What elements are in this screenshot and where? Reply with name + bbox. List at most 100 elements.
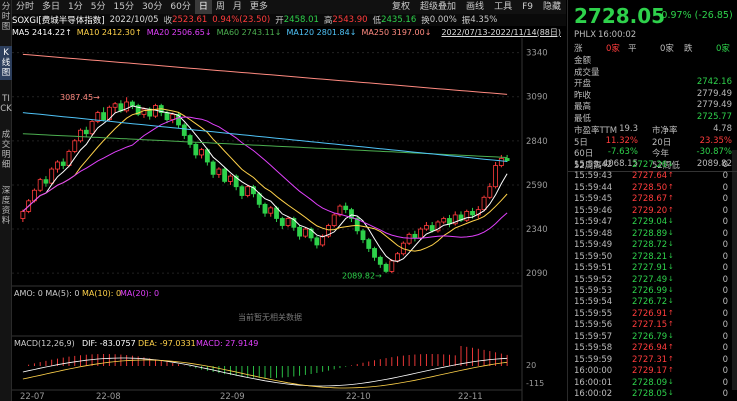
tool-button-4[interactable]: F9 [522,2,533,12]
period-tab-10[interactable]: 更多 [249,2,268,12]
tick-time: 15:59:45 [574,194,613,205]
ma5-line [22,105,508,263]
tick-direction-icon: ↑ [668,354,674,363]
candle-body [435,221,441,232]
period-tab-5[interactable]: 30分 [141,2,163,12]
ratio-row: 5日 11.32% 20日 23.35% [568,136,737,148]
tick-time: 15:59:54 [574,297,613,308]
open-label: 开 [275,16,284,26]
tick-price: 2728.09 [632,377,668,388]
candle-body [20,211,26,219]
rail-tab-0[interactable]: 分时图 [1,2,11,32]
ratio-row: 市盈率TTM 19.3 市净率 4.78 [568,124,737,136]
tick-scrollbar[interactable] [732,150,737,390]
close-pct: 0.94%(23.50) [212,15,271,25]
tick-volume: 0 [722,343,728,354]
candle-body [95,112,101,122]
candle-body [285,218,291,226]
quote-time: 16:00:02 [598,30,637,40]
candle-body [83,129,89,135]
tick-row: 16:00:02 2728.05 ↓ 0 [568,389,737,400]
tool-button-2[interactable]: 画线 [466,2,485,12]
tick-volume: 0 [722,240,728,251]
candle-body [441,218,447,223]
flat-label: 平 [628,44,637,54]
panel-divider [568,171,737,172]
ma20-legend: MA20 2506.65↓ [146,27,212,37]
flat-count: 0家 [660,44,674,54]
tick-time: 15:59:47 [574,217,613,228]
macd-dea-line [22,359,508,389]
rise-label: 涨 [574,44,583,54]
tool-button-5[interactable]: 隐藏 [542,2,561,12]
candle-body [372,248,377,258]
open-value: 2458.01 [283,15,319,25]
toolbar: 复权 超级叠加 画线 工具 F9 隐藏 [387,0,566,14]
stat-label: 最低 [574,113,592,124]
period-tab-4[interactable]: 15分 [113,2,134,12]
macd-value: MACD: 27.9149 [196,339,258,348]
kline-chart[interactable]: 3340 3090 2840 2590 2340 2090 3087.45→ 2089.82→… [12,38,566,401]
candle-body [227,175,233,182]
ma10-line [22,108,508,252]
period-tab-2[interactable]: 1分 [68,2,83,12]
period-tab-9[interactable]: 月 [232,2,242,12]
tick-direction-icon: ↑ [668,320,674,329]
candle-body [245,186,251,196]
period-tab-3[interactable]: 5分 [90,2,106,12]
period-tab-7[interactable]: 日 [194,0,212,14]
rail-tab-2[interactable]: TICK [0,94,12,114]
close-value: 2523.61 [172,15,208,25]
candle-body [210,161,216,175]
period-tab-6[interactable]: 60分 [170,2,191,12]
tick-volume: 0 [722,331,728,342]
rail-tab-1[interactable]: K线图 [0,46,12,80]
period-tab-1[interactable]: 多日 [42,2,61,12]
tool-button-3[interactable]: 工具 [494,2,513,12]
tick-volume: 0 [722,320,728,331]
ratio-label: 市净率 [652,126,678,136]
macd-tick-label: 20 [526,361,536,370]
candle-body [464,211,470,221]
ratio-value: 4068.15 [602,158,638,169]
candle-body [112,103,118,108]
stat-value: 2725.77 [696,111,732,122]
left-rail: 分时图 K线图 TICK 成交明细深度资料 [0,0,12,401]
candle-body [366,239,372,249]
tick-time: 15:59:57 [574,331,613,342]
tick-time: 15:59:51 [574,263,613,274]
stat-row: 成交量 [568,66,737,78]
tick-row: 15:59:54 2726.72 ↓ 0 [568,297,737,308]
tick-price: 2728.72 [632,240,668,251]
candle-body [343,205,349,211]
rail-tab-3[interactable]: 成交明细 [1,130,11,170]
tool-button-0[interactable]: 复权 [392,2,411,12]
tick-price: 2728.67 [632,194,668,205]
tick-price: 2728.21 [632,251,668,262]
tick-row: 15:59:53 2726.99 ↓ 0 [568,286,737,297]
candle-body [187,135,193,145]
tick-direction-icon: ↓ [668,389,674,397]
rise-count: 0家 [606,44,620,54]
info-bar: SOXGI[费城半导体指数] 2022/10/05 收 2523.61 0.94… [12,14,566,26]
x-tick-label: 22-07 [20,392,45,401]
ratio-value: 4.78 [713,124,732,134]
period-tab-8[interactable]: 周 [215,2,225,12]
stat-label: 开盘 [574,79,592,89]
tool-button-1[interactable]: 超级叠加 [420,2,457,12]
tick-volume: 0 [722,377,728,388]
tick-row: 15:59:46 2729.20 ↑ 0 [568,206,737,217]
stat-label: 昨收 [574,90,592,101]
tick-volume: 0 [722,354,728,365]
period-tab-0[interactable]: 分时 [16,2,35,12]
candle-body [325,225,331,237]
ma120-line [22,112,508,162]
date-range[interactable]: 2022/07/13-2022/11/14(88日) [441,27,561,37]
rail-tab-4[interactable]: 深度资料 [1,186,11,226]
high-value: 2543.90 [332,15,368,25]
stat-value: 2779.49 [696,88,732,99]
candle-body [308,228,314,239]
tick-time: 15:59:46 [574,205,613,216]
candle-body [349,209,354,219]
macd-dea: DEA: -97.0331 [138,339,196,348]
